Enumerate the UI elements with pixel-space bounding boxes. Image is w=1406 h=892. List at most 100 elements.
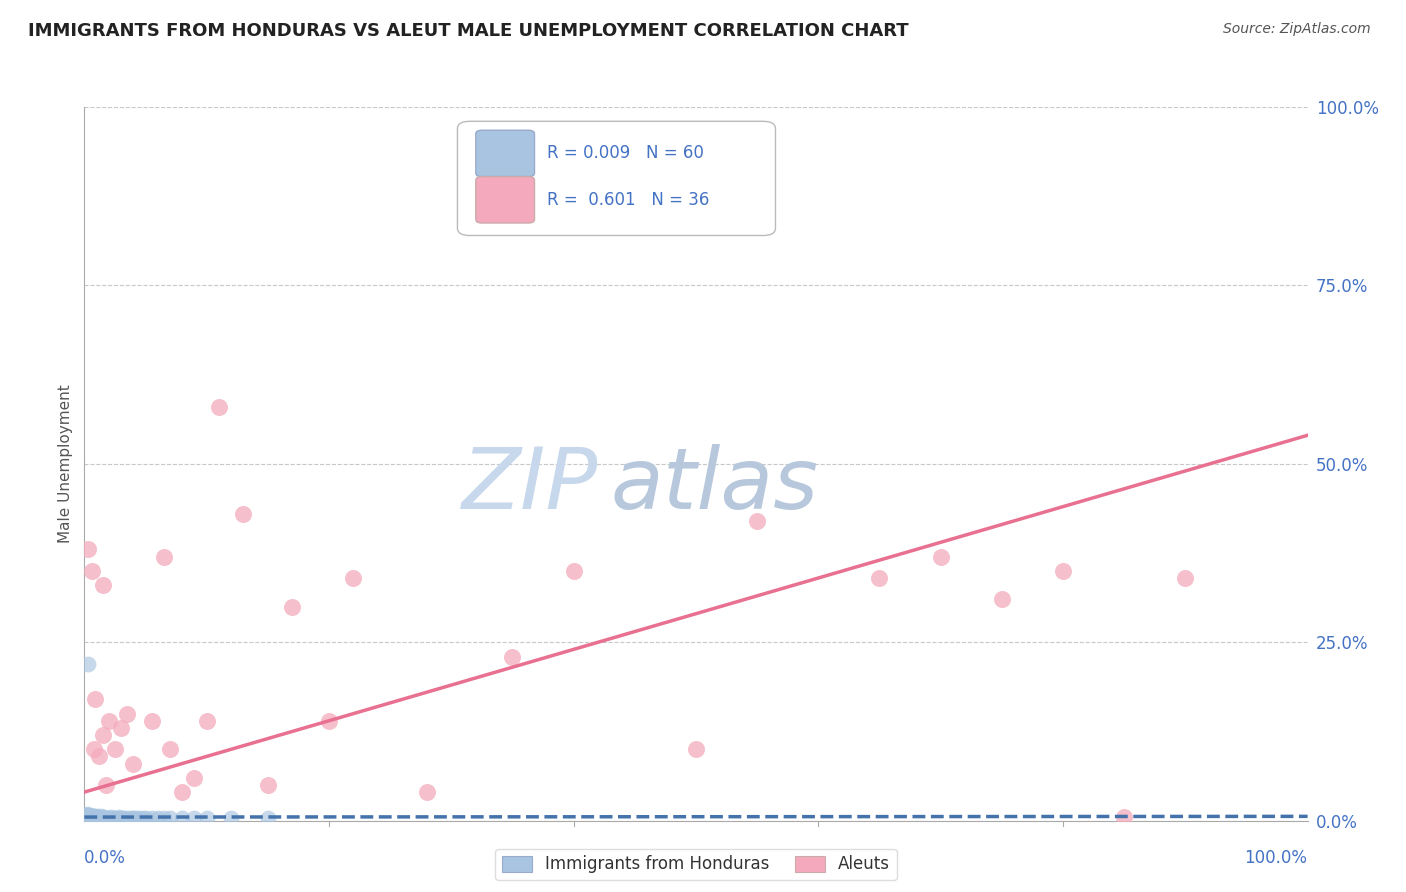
Point — [97, 812, 120, 826]
Point — [110, 721, 132, 735]
Point — [96, 811, 118, 825]
Point — [77, 657, 100, 671]
Point — [929, 549, 952, 564]
Text: ZIP: ZIP — [461, 443, 598, 527]
Text: atlas: atlas — [610, 443, 818, 527]
Point — [77, 812, 100, 826]
Point — [257, 812, 280, 826]
Y-axis label: Male Unemployment: Male Unemployment — [58, 384, 73, 543]
Point — [77, 811, 100, 825]
Point — [79, 810, 101, 824]
Point — [87, 810, 110, 824]
Point — [110, 811, 132, 825]
Point — [79, 811, 101, 825]
Point — [87, 812, 110, 826]
Point — [990, 592, 1012, 607]
Point — [869, 571, 891, 585]
Point — [82, 810, 104, 824]
Point — [77, 809, 100, 823]
Point — [77, 542, 100, 557]
Point — [73, 810, 96, 824]
Point — [91, 578, 114, 592]
Point — [172, 812, 194, 826]
FancyBboxPatch shape — [475, 130, 534, 177]
Point — [128, 811, 150, 825]
Point — [76, 806, 98, 821]
Point — [183, 811, 205, 825]
Point — [122, 756, 145, 771]
Point — [342, 571, 364, 585]
Point — [84, 692, 107, 706]
Point — [105, 812, 128, 826]
Point — [82, 812, 104, 826]
Point — [208, 400, 231, 414]
Point — [195, 812, 218, 826]
Point — [416, 785, 439, 799]
Point — [1114, 810, 1136, 824]
Point — [91, 812, 114, 826]
Point — [100, 810, 122, 824]
Point — [219, 812, 242, 826]
Text: 100.0%: 100.0% — [1244, 849, 1308, 867]
Point — [153, 812, 176, 826]
Point — [86, 809, 108, 823]
Point — [281, 599, 304, 614]
Point — [122, 811, 145, 825]
Point — [112, 812, 135, 826]
Point — [80, 808, 103, 822]
Point — [84, 812, 107, 826]
Point — [257, 778, 280, 792]
Point — [1174, 571, 1197, 585]
Point — [172, 785, 194, 799]
Point — [685, 742, 707, 756]
Point — [82, 809, 104, 823]
Point — [90, 809, 112, 823]
Point — [96, 778, 118, 792]
FancyBboxPatch shape — [457, 121, 776, 235]
Point — [562, 564, 585, 578]
Point — [89, 811, 111, 825]
Point — [501, 649, 523, 664]
Text: R =  0.601   N = 36: R = 0.601 N = 36 — [547, 191, 709, 209]
Point — [159, 742, 181, 756]
Point — [83, 811, 105, 825]
Point — [83, 808, 105, 822]
Point — [79, 808, 101, 822]
Point — [87, 749, 110, 764]
Point — [141, 812, 163, 826]
Point — [141, 714, 163, 728]
Point — [318, 714, 340, 728]
Text: Source: ZipAtlas.com: Source: ZipAtlas.com — [1223, 22, 1371, 37]
Point — [146, 811, 169, 825]
Point — [77, 810, 100, 824]
Point — [83, 811, 105, 825]
Point — [747, 514, 769, 528]
Point — [80, 811, 103, 825]
Point — [80, 812, 103, 826]
Point — [87, 811, 110, 825]
Point — [77, 808, 100, 822]
Point — [86, 810, 108, 824]
Point — [84, 810, 107, 824]
Text: 0.0%: 0.0% — [84, 849, 127, 867]
Point — [135, 811, 157, 825]
Point — [75, 808, 97, 822]
Point — [84, 812, 107, 826]
Point — [83, 742, 105, 756]
Point — [195, 714, 218, 728]
Point — [132, 812, 155, 826]
Point — [153, 549, 176, 564]
Point — [76, 810, 98, 824]
Text: R = 0.009   N = 60: R = 0.009 N = 60 — [547, 145, 703, 162]
Legend: Immigrants from Honduras, Aleuts: Immigrants from Honduras, Aleuts — [495, 849, 897, 880]
Point — [120, 812, 142, 826]
Point — [1052, 564, 1074, 578]
Point — [104, 742, 127, 756]
Point — [115, 811, 138, 825]
Point — [97, 714, 120, 728]
Point — [103, 811, 125, 825]
Point — [125, 812, 148, 826]
Point — [107, 810, 129, 824]
Point — [80, 564, 103, 578]
FancyBboxPatch shape — [475, 177, 534, 223]
